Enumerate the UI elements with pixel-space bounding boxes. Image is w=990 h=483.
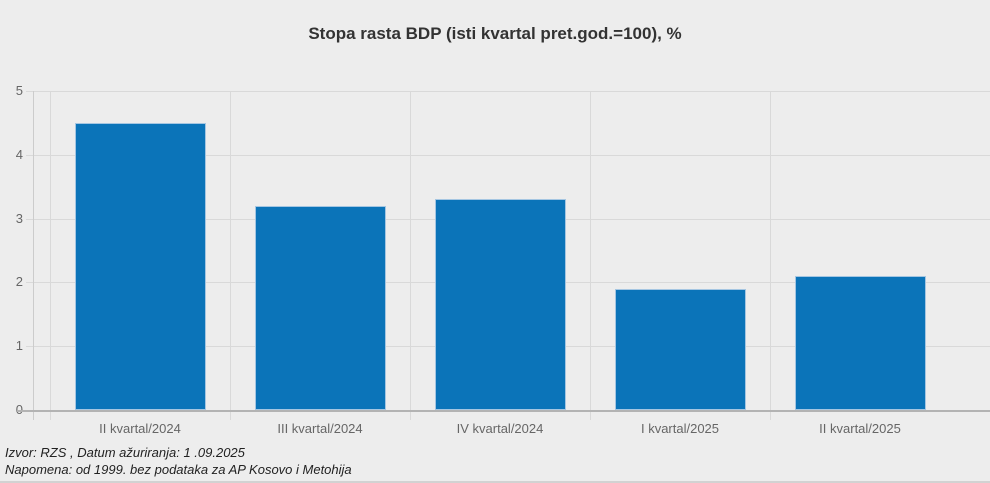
y-gridline [26, 155, 990, 156]
category-boundary-line [230, 91, 231, 420]
y-axis-label: 2 [15, 274, 23, 289]
category-boundary-line [590, 91, 591, 420]
source-note: Izvor: RZS , Datum ažuriranja: 1 .09.202… [5, 445, 245, 460]
category-boundary-line [770, 91, 771, 420]
bar[interactable] [75, 123, 206, 410]
y-gridline [26, 91, 990, 92]
chart-footer: Izvor: RZS , Datum ažuriranja: 1 .09.202… [5, 444, 352, 478]
remark-note: Napomena: od 1999. bez podataka za AP Ko… [5, 462, 352, 477]
bar[interactable] [615, 289, 746, 410]
x-axis-label: II kvartal/2024 [99, 421, 181, 436]
bar[interactable] [435, 199, 566, 410]
x-axis-line [17, 410, 990, 412]
x-axis-label: I kvartal/2025 [640, 421, 720, 436]
bar[interactable] [795, 276, 926, 410]
chart-title: Stopa rasta BDP (isti kvartal pret.god.=… [308, 24, 682, 43]
y-axis-label: 0 [0, 402, 23, 418]
x-axis-label: IV kvartal/2024 [456, 421, 544, 436]
y-axis-line [33, 91, 34, 420]
y-axis-label: 5 [15, 83, 23, 98]
category-boundary-line [50, 91, 51, 420]
category-boundary-line [410, 91, 411, 420]
y-axis-label: 1 [15, 338, 23, 353]
x-axis-label: II kvartal/2025 [819, 421, 901, 436]
y-axis-label: 3 [15, 211, 23, 226]
bar[interactable] [255, 206, 386, 410]
y-axis-label: 4 [15, 147, 23, 162]
x-axis-label: III kvartal/2024 [277, 421, 363, 436]
